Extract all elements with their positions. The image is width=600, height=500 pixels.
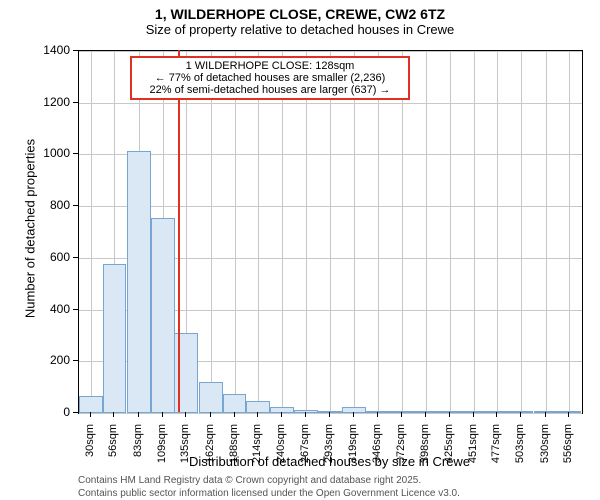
gridline <box>569 51 570 413</box>
histogram-bar <box>151 218 175 413</box>
xtick-label: 398sqm <box>419 424 431 484</box>
xtick-mark <box>545 412 546 417</box>
xtick-mark <box>401 412 402 417</box>
marker-line <box>178 50 180 412</box>
ytick-label: 1200 <box>0 95 70 109</box>
gridline <box>211 51 212 413</box>
ytick-mark <box>73 257 78 258</box>
xtick-label: 267sqm <box>299 424 311 484</box>
xtick-label: 162sqm <box>204 424 216 484</box>
histogram-bar <box>199 382 223 413</box>
gridline <box>235 51 236 413</box>
ytick-label: 1000 <box>0 146 70 160</box>
gridline <box>258 51 259 413</box>
xtick-mark <box>113 412 114 417</box>
ytick-mark <box>73 205 78 206</box>
histogram-bar <box>390 411 414 413</box>
histogram-bar <box>79 396 103 413</box>
ytick-mark <box>73 102 78 103</box>
gridline <box>521 51 522 413</box>
xtick-label: 109sqm <box>156 424 168 484</box>
gridline <box>91 51 92 413</box>
xtick-mark <box>281 412 282 417</box>
chart-title-line1: 1, WILDERHOPE CLOSE, CREWE, CW2 6TZ <box>0 0 600 22</box>
gridline <box>497 51 498 413</box>
xtick-label: 346sqm <box>371 424 383 484</box>
gridline <box>402 51 403 413</box>
gridline <box>546 51 547 413</box>
xtick-label: 56sqm <box>107 424 119 484</box>
xtick-label: 451sqm <box>467 424 479 484</box>
annotation-line: 22% of semi-detached houses are larger (… <box>136 84 404 96</box>
gridline <box>354 51 355 413</box>
gridline <box>450 51 451 413</box>
xtick-label: 425sqm <box>443 424 455 484</box>
ytick-mark <box>73 309 78 310</box>
gridline <box>79 413 582 414</box>
xtick-label: 477sqm <box>490 424 502 484</box>
xtick-mark <box>185 412 186 417</box>
ytick-label: 0 <box>0 405 70 419</box>
chart-container: 1, WILDERHOPE CLOSE, CREWE, CW2 6TZ Size… <box>0 0 600 500</box>
attribution-line2: Contains public sector information licen… <box>78 487 460 500</box>
xtick-mark <box>90 412 91 417</box>
xtick-label: 30sqm <box>84 424 96 484</box>
histogram-bar <box>462 411 486 413</box>
xtick-mark <box>305 412 306 417</box>
gridline <box>282 51 283 413</box>
gridline <box>378 51 379 413</box>
chart-title-line2: Size of property relative to detached ho… <box>0 22 600 37</box>
histogram-bar <box>103 264 127 413</box>
xtick-mark <box>329 412 330 417</box>
xtick-mark <box>449 412 450 417</box>
xtick-label: 135sqm <box>179 424 191 484</box>
xtick-label: 83sqm <box>132 424 144 484</box>
ytick-label: 200 <box>0 353 70 367</box>
ytick-label: 1400 <box>0 43 70 57</box>
xtick-mark <box>520 412 521 417</box>
ytick-mark <box>73 50 78 51</box>
ytick-label: 400 <box>0 302 70 316</box>
y-axis-label: Number of detached properties <box>23 79 38 379</box>
xtick-label: 372sqm <box>395 424 407 484</box>
ytick-label: 600 <box>0 250 70 264</box>
xtick-mark <box>353 412 354 417</box>
histogram-bar <box>223 394 247 413</box>
xtick-mark <box>257 412 258 417</box>
histogram-bar <box>270 407 294 413</box>
ytick-mark <box>73 412 78 413</box>
xtick-label: 293sqm <box>323 424 335 484</box>
annotation-line: ← 77% of detached houses are smaller (2,… <box>136 72 404 84</box>
xtick-label: 319sqm <box>347 424 359 484</box>
xtick-label: 503sqm <box>514 424 526 484</box>
gridline <box>426 51 427 413</box>
xtick-label: 530sqm <box>539 424 551 484</box>
ytick-mark <box>73 153 78 154</box>
plot-area <box>78 50 583 414</box>
xtick-label: 556sqm <box>562 424 574 484</box>
histogram-bar <box>318 411 342 413</box>
histogram-bar <box>509 411 533 413</box>
xtick-mark <box>162 412 163 417</box>
histogram-bar <box>127 151 151 413</box>
xtick-label: 240sqm <box>275 424 287 484</box>
gridline <box>330 51 331 413</box>
xtick-mark <box>234 412 235 417</box>
ytick-label: 800 <box>0 198 70 212</box>
ytick-mark <box>73 360 78 361</box>
xtick-mark <box>496 412 497 417</box>
xtick-mark <box>138 412 139 417</box>
xtick-label: 188sqm <box>228 424 240 484</box>
xtick-mark <box>377 412 378 417</box>
xtick-mark <box>425 412 426 417</box>
gridline <box>306 51 307 413</box>
annotation-line: 1 WILDERHOPE CLOSE: 128sqm <box>136 60 404 72</box>
xtick-mark <box>568 412 569 417</box>
xtick-mark <box>473 412 474 417</box>
xtick-mark <box>210 412 211 417</box>
annotation-box: 1 WILDERHOPE CLOSE: 128sqm← 77% of detac… <box>130 56 410 100</box>
xtick-label: 214sqm <box>251 424 263 484</box>
gridline <box>474 51 475 413</box>
